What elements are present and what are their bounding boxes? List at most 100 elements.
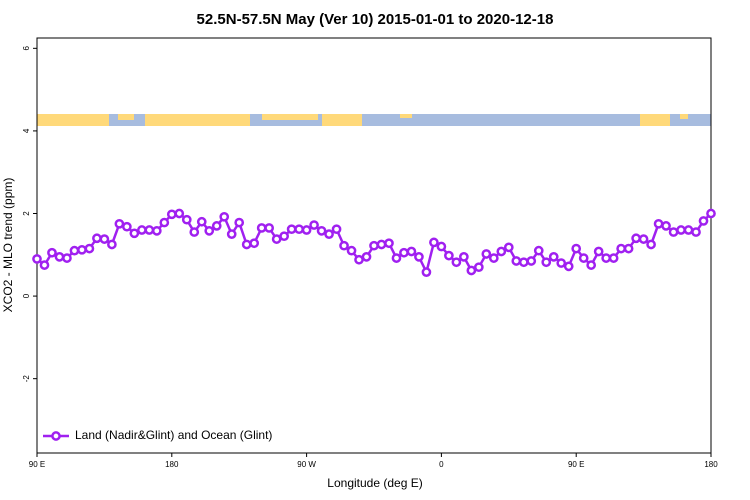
data-point: [39, 260, 50, 270]
data-point: [234, 217, 245, 228]
data-point: [526, 256, 537, 266]
x-tick-label: 90 E: [29, 460, 45, 469]
data-point: [503, 242, 514, 253]
data-point: [151, 225, 162, 236]
data-point: [496, 246, 507, 257]
data-point: [309, 220, 319, 230]
land-ocean-strip: [37, 114, 711, 126]
data-point: [616, 243, 626, 254]
data-point: [421, 267, 432, 277]
data-point: [256, 223, 267, 233]
land-band: [400, 114, 412, 118]
data-point: [189, 227, 200, 237]
data-point: [623, 243, 634, 254]
x-tick-label: 0: [439, 460, 444, 469]
data-point: [136, 225, 147, 235]
data-point: [518, 257, 529, 268]
data-point: [511, 256, 522, 266]
data-point: [219, 211, 230, 222]
legend-label: Land (Nadir&Glint) and Ocean (Glint): [75, 428, 272, 442]
data-point: [369, 240, 379, 251]
data-point: [593, 246, 604, 257]
data-point: [226, 229, 237, 239]
data-point: [129, 228, 140, 239]
data-point: [346, 245, 357, 256]
data-point: [241, 239, 252, 250]
data-point: [69, 245, 80, 256]
data-point: [533, 245, 544, 256]
x-axis-label: Longitude (deg E): [327, 476, 422, 490]
data-point: [122, 221, 132, 232]
data-point: [683, 225, 694, 235]
data-point: [32, 254, 42, 264]
x-tick-label: 180: [704, 460, 718, 469]
data-point: [301, 225, 312, 235]
data-point: [92, 233, 102, 244]
data-point: [488, 253, 499, 263]
land-band: [262, 114, 318, 120]
legend-marker: [51, 431, 61, 441]
data-point: [181, 214, 192, 225]
land-band: [37, 114, 109, 126]
data-point: [54, 252, 65, 262]
data-point: [204, 225, 215, 236]
data-point: [466, 265, 477, 276]
x-tick-label: 180: [165, 460, 179, 469]
data-point: [376, 239, 387, 250]
data-point: [324, 229, 334, 239]
data-point: [47, 247, 57, 258]
data-point: [444, 250, 454, 261]
data-point: [114, 218, 125, 229]
land-band: [145, 114, 250, 126]
land-band: [118, 114, 134, 120]
x-tick-label: 90 E: [568, 460, 584, 469]
y-tick-label: 6: [22, 46, 31, 51]
data-point: [429, 237, 439, 248]
data-point: [631, 233, 641, 244]
data-point: [406, 246, 417, 257]
data-point: [294, 224, 304, 235]
data-point: [279, 231, 289, 242]
data-point: [459, 252, 469, 262]
land-band: [322, 114, 362, 126]
data-point: [451, 257, 462, 268]
data-point: [211, 221, 222, 231]
data-point: [661, 221, 671, 231]
data-point: [571, 243, 582, 254]
data-point: [653, 218, 664, 229]
plot-frame: [36, 37, 712, 454]
data-point: [271, 234, 282, 244]
data-point: [99, 234, 110, 244]
data-point: [249, 238, 260, 249]
data-point: [601, 253, 612, 263]
data-point: [62, 253, 72, 263]
data-point: [436, 241, 447, 252]
data-point: [174, 208, 185, 219]
x-tick-label: 90 W: [297, 460, 316, 469]
data-point: [399, 247, 409, 258]
data-point: [578, 253, 589, 263]
data-point: [144, 225, 155, 235]
data-point: [77, 244, 87, 255]
data-point: [586, 260, 597, 270]
data-point: [361, 252, 372, 262]
data-point: [384, 238, 394, 249]
chart-title: 52.5N-57.5N May (Ver 10) 2015-01-01 to 2…: [197, 11, 554, 28]
data-point: [391, 253, 402, 263]
data-point: [698, 216, 709, 226]
data-point: [264, 223, 275, 233]
data-point: [706, 208, 716, 219]
data-point: [608, 253, 619, 263]
data-point: [159, 217, 170, 228]
y-tick-label: 4: [22, 128, 31, 133]
data-point: [556, 258, 567, 268]
data-point: [84, 243, 95, 254]
ocean-band: [37, 114, 711, 126]
y-tick-label: 2: [22, 211, 31, 216]
data-point: [638, 234, 649, 244]
y-tick-label: -2: [22, 375, 31, 383]
data-point: [473, 262, 484, 273]
data-point: [563, 261, 574, 272]
data-point: [316, 225, 327, 236]
